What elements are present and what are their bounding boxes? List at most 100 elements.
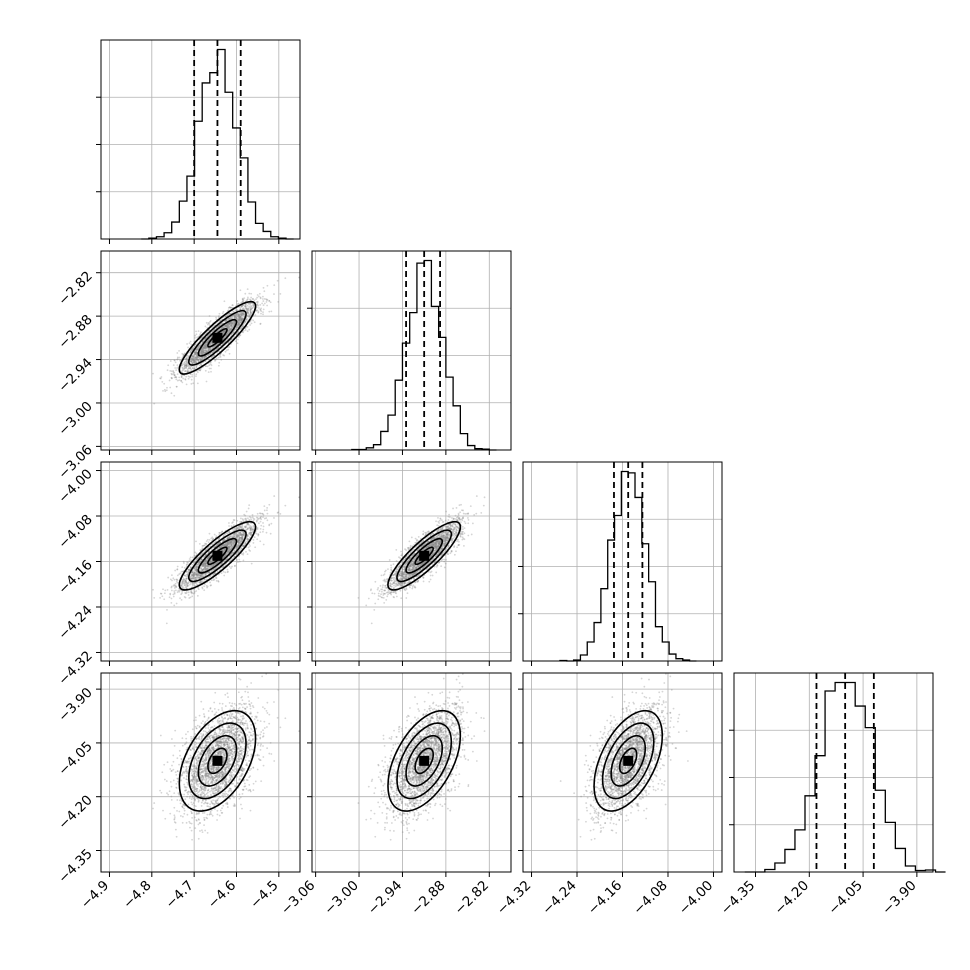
sample-point bbox=[173, 373, 176, 376]
sample-point bbox=[248, 303, 251, 306]
sample-point bbox=[241, 317, 244, 320]
sample-point bbox=[240, 306, 242, 308]
sample-point bbox=[233, 535, 236, 538]
sample-point bbox=[236, 546, 239, 549]
sample-point bbox=[192, 571, 194, 574]
sample-point bbox=[246, 538, 249, 541]
sample-point bbox=[169, 592, 172, 595]
sample-point bbox=[200, 357, 203, 360]
sample-point bbox=[204, 542, 206, 545]
sample-point bbox=[249, 309, 252, 311]
sample-point bbox=[183, 367, 186, 370]
sample-point bbox=[220, 358, 223, 361]
sample-point bbox=[237, 534, 239, 537]
sample-point bbox=[231, 317, 233, 320]
sample-point bbox=[238, 318, 240, 321]
sample-point bbox=[204, 346, 207, 349]
sample-point bbox=[248, 315, 251, 318]
sample-point bbox=[185, 591, 188, 594]
sample-point bbox=[218, 537, 221, 540]
sample-point bbox=[241, 318, 244, 321]
sample-point bbox=[194, 353, 197, 356]
sample-point bbox=[195, 361, 198, 364]
sample-point bbox=[197, 356, 200, 358]
sample-point bbox=[199, 344, 202, 347]
sample-point bbox=[222, 330, 225, 333]
sample-point bbox=[208, 545, 210, 548]
sample-point bbox=[227, 541, 230, 544]
sample-point bbox=[205, 347, 207, 350]
sample-point bbox=[232, 322, 235, 325]
sample-point bbox=[216, 561, 219, 563]
sample-point bbox=[224, 324, 227, 327]
y-tick-label: −4.32 bbox=[55, 648, 96, 689]
sample-point bbox=[266, 509, 268, 512]
sample-point bbox=[220, 545, 223, 548]
sample-point bbox=[238, 539, 240, 542]
sample-point bbox=[191, 577, 194, 580]
sample-point bbox=[240, 533, 243, 536]
sample-point bbox=[231, 322, 234, 325]
sample-point bbox=[236, 545, 239, 548]
sample-point bbox=[204, 559, 207, 562]
sample-point bbox=[240, 538, 243, 541]
sample-point bbox=[185, 357, 188, 359]
sample-point bbox=[241, 534, 243, 537]
sample-point bbox=[240, 318, 243, 320]
sample-point bbox=[161, 380, 164, 383]
sample-point bbox=[239, 538, 241, 541]
sample-point bbox=[218, 542, 221, 544]
sample-point bbox=[196, 571, 198, 574]
sample-point bbox=[242, 552, 245, 555]
sample-point bbox=[202, 345, 205, 348]
sample-point bbox=[207, 557, 210, 560]
sample-point bbox=[244, 329, 247, 331]
sample-point bbox=[255, 309, 258, 312]
sample-point bbox=[207, 349, 210, 352]
sample-point bbox=[200, 352, 203, 355]
sample-point bbox=[247, 315, 249, 318]
sample-point bbox=[205, 356, 207, 358]
sample-point bbox=[170, 586, 173, 589]
sample-point bbox=[227, 548, 230, 550]
sample-point bbox=[163, 592, 166, 595]
sample-point bbox=[241, 327, 243, 329]
sample-point bbox=[199, 363, 202, 366]
sample-point bbox=[197, 586, 200, 589]
sample-point bbox=[238, 312, 241, 315]
sample-point bbox=[235, 545, 238, 548]
sample-point bbox=[217, 364, 220, 367]
sample-point bbox=[222, 332, 225, 335]
sample-point bbox=[191, 362, 194, 364]
sample-point bbox=[215, 344, 218, 347]
sample-point bbox=[243, 544, 246, 547]
sample-point bbox=[198, 561, 201, 564]
sample-point bbox=[203, 562, 206, 565]
sample-point bbox=[248, 515, 251, 518]
sample-point bbox=[199, 574, 202, 577]
sample-point bbox=[192, 354, 195, 357]
sample-point bbox=[236, 528, 239, 531]
sample-point bbox=[209, 348, 212, 351]
sample-point bbox=[224, 320, 227, 323]
sample-point bbox=[205, 349, 207, 352]
sample-point bbox=[250, 292, 253, 295]
sample-point bbox=[242, 312, 244, 315]
sample-point bbox=[237, 534, 240, 537]
sample-point bbox=[236, 552, 239, 555]
sample-point bbox=[213, 533, 216, 536]
sample-point bbox=[195, 590, 198, 592]
sample-point bbox=[200, 351, 203, 354]
sample-point bbox=[204, 563, 207, 566]
sample-point bbox=[221, 530, 224, 533]
panel-1-0: −3.06−3.00−2.94−2.88−2.82 bbox=[55, 250, 301, 482]
sample-point bbox=[233, 542, 236, 545]
sample-point bbox=[252, 529, 255, 531]
sample-point bbox=[227, 324, 230, 327]
sample-point bbox=[229, 541, 231, 544]
sample-point bbox=[221, 326, 224, 328]
sample-point bbox=[198, 561, 201, 564]
sample-point bbox=[210, 579, 213, 582]
sample-point bbox=[228, 549, 230, 551]
sample-point bbox=[176, 565, 179, 568]
